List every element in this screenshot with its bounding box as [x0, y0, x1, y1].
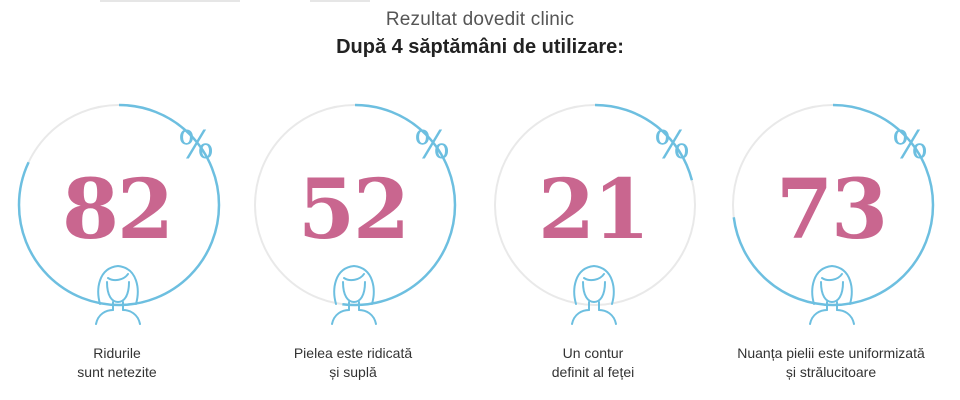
progress-ring	[493, 103, 697, 307]
stat-caption: Nuanța pielii este uniformizată și străl…	[708, 344, 954, 382]
stat-value: 82	[61, 162, 174, 258]
woman-face-icon	[809, 265, 855, 325]
progress-ring-arc	[731, 103, 935, 307]
stat-card-contour: % 21 Un contur definit al feței	[490, 100, 722, 400]
progress-ring	[731, 103, 935, 307]
stat-caption-line: Un contur	[562, 345, 624, 361]
stat-card-skin-tone: % 73 Nuanța pielii este uniformizată și …	[728, 100, 960, 400]
section-title: După 4 săptămâni de utilizare:	[336, 36, 624, 58]
stat-caption-line: și strălucitoare	[785, 364, 877, 380]
stat-value: 52	[297, 162, 410, 258]
stat-caption-line: Nuanța pielii este uniformizată	[737, 345, 925, 361]
woman-face-icon	[571, 265, 617, 325]
progress-ring-arc	[17, 103, 221, 307]
woman-face-icon	[95, 265, 141, 325]
stat-caption-line: și suplă	[329, 364, 377, 380]
stat-caption-line: definit al feței	[551, 364, 635, 380]
stat-value: 73	[775, 162, 888, 258]
section-subtitle: Rezultat dovedit clinic	[385, 9, 575, 30]
percent-sign: %	[654, 123, 691, 167]
percent-sign: %	[892, 123, 929, 167]
stat-caption-line: sunt netezite	[77, 364, 157, 380]
stat-caption: Pielea este ridicată și suplă	[230, 344, 476, 382]
woman-face-icon	[331, 265, 377, 325]
percent-sign: %	[178, 123, 215, 167]
stat-caption: Un contur definit al feței	[470, 344, 716, 382]
stat-caption: Ridurile sunt netezite	[0, 344, 240, 382]
stat-caption-line: Ridurile	[93, 345, 141, 361]
progress-ring	[253, 103, 457, 307]
progress-ring-arc	[253, 103, 457, 307]
section-header: Rezultat dovedit clinic După 4 săptămâni…	[0, 8, 960, 60]
top-tab-indicator	[310, 0, 370, 2]
top-tab-indicator	[100, 0, 240, 2]
top-tab-strip	[0, 0, 960, 4]
stat-value: 21	[537, 162, 650, 258]
stat-card-firmness: % 52 Pielea este ridicată și suplă	[250, 100, 482, 400]
percent-sign: %	[414, 123, 451, 167]
stat-card-wrinkles: % 82 Ridurile sunt netezite	[14, 100, 246, 400]
progress-ring-arc	[493, 103, 697, 307]
stat-caption-line: Pielea este ridicată	[293, 345, 413, 361]
progress-ring	[17, 103, 221, 307]
